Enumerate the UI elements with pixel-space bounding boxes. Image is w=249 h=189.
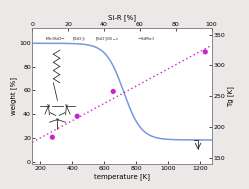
Y-axis label: Tg [K]: Tg [K] xyxy=(228,86,234,107)
Text: Me$_3$SiO$-$: Me$_3$SiO$-$ xyxy=(45,35,66,43)
Text: $\left[\right.$SiO$\left.\right]_{100-x}$: $\left[\right.$SiO$\left.\right]_{100-x}… xyxy=(95,35,120,43)
Text: $\left[\right.$SiO$\left.\right]_{x}$: $\left[\right.$SiO$\left.\right]_{x}$ xyxy=(72,35,87,43)
Text: Si: Si xyxy=(56,118,60,122)
Point xyxy=(111,90,115,93)
Point xyxy=(75,115,79,118)
X-axis label: Si-R [%]: Si-R [%] xyxy=(108,14,136,21)
Text: Si: Si xyxy=(47,104,51,108)
X-axis label: temperature [K]: temperature [K] xyxy=(94,174,150,180)
Point xyxy=(50,136,54,139)
Y-axis label: weight [%]: weight [%] xyxy=(10,77,17,115)
Text: $-$SiMe$_3$: $-$SiMe$_3$ xyxy=(137,35,155,43)
Text: Si: Si xyxy=(64,104,68,108)
Point xyxy=(203,50,207,53)
